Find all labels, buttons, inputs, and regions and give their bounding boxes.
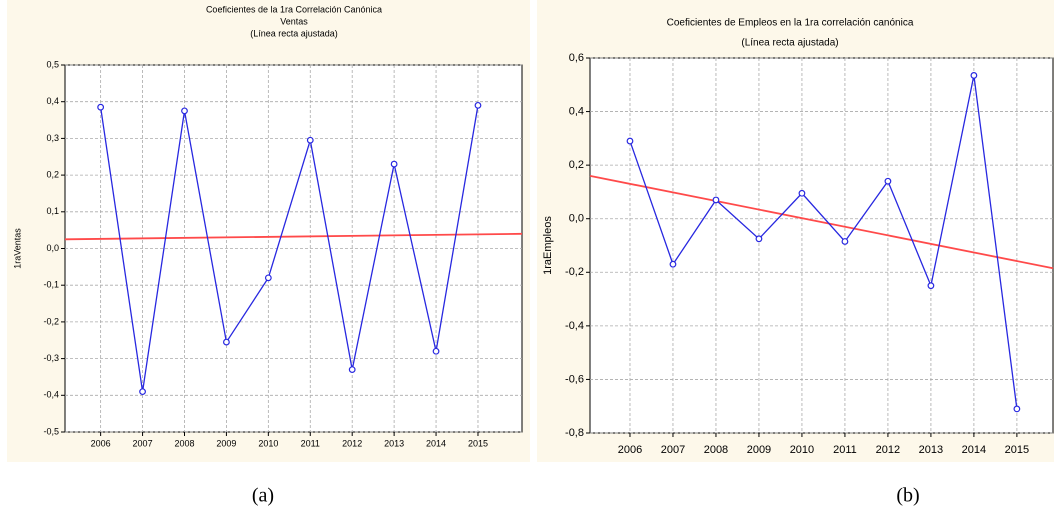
- y-tick-label: 0,1: [46, 206, 59, 216]
- data-point: [1013, 405, 1021, 413]
- data-point: [927, 282, 935, 290]
- chart-title: Coeficientes de Empleos en la 1ra correl…: [667, 18, 914, 29]
- x-tick-label: 2014: [426, 438, 446, 448]
- chart-subtitle: (Línea recta ajustada): [250, 28, 338, 38]
- x-tick-label: 2010: [258, 438, 278, 448]
- data-point: [970, 72, 978, 79]
- fit-line: [589, 174, 1054, 270]
- y-tick-label: -0,6: [565, 373, 584, 385]
- chart-title: Coeficientes de la 1ra Correlación Canón…: [206, 4, 382, 14]
- x-tick-label: 2008: [174, 438, 194, 448]
- data-point: [306, 136, 314, 144]
- x-tick-label: 2013: [919, 444, 943, 456]
- data-point: [841, 238, 849, 245]
- y-tick-label: 0,5: [46, 59, 59, 69]
- y-tick-label: -0,1: [43, 280, 59, 290]
- chart-subtitle: (Línea recta ajustada): [741, 38, 838, 49]
- data-point: [390, 160, 398, 168]
- data-point: [348, 366, 356, 374]
- x-tick-label: 2007: [661, 444, 685, 456]
- caption: (a): [252, 485, 274, 507]
- y-tick-label: 0,4: [46, 96, 59, 106]
- y-tick-label: 0,0: [46, 243, 59, 253]
- data-point: [798, 189, 806, 197]
- x-tick-label: 2012: [876, 444, 900, 456]
- x-tick-label: 2009: [747, 444, 771, 456]
- data-point: [712, 196, 720, 204]
- data-line: [629, 75, 1018, 409]
- y-tick-label: 0,6: [569, 52, 584, 64]
- y-axis-label: 1raEmpleos: [542, 216, 554, 275]
- data-point: [474, 101, 482, 109]
- data-point: [139, 388, 146, 396]
- fit-line: [64, 232, 523, 241]
- chart-subtitle: Ventas: [280, 16, 308, 26]
- y-tick-label: 0,2: [569, 159, 584, 171]
- y-axis-label: 1raVentas: [12, 228, 22, 269]
- y-tick-label: -0,4: [565, 320, 584, 332]
- y-tick-label: 0,2: [46, 169, 59, 179]
- x-tick-label: 2015: [468, 438, 488, 448]
- data-point: [669, 260, 677, 268]
- caption: (b): [896, 485, 919, 507]
- data-line: [99, 105, 479, 392]
- y-tick-label: -0,2: [565, 266, 584, 278]
- x-tick-label: 2013: [384, 438, 404, 448]
- data-point: [97, 103, 105, 111]
- y-tick-label: -0,2: [43, 316, 59, 326]
- y-tick-label: -0,3: [43, 353, 59, 363]
- y-tick-label: -0,8: [565, 427, 584, 439]
- x-tick-label: 2009: [216, 438, 236, 448]
- data-point: [223, 338, 230, 346]
- y-tick-label: 0,3: [46, 133, 59, 143]
- x-tick-label: 2012: [342, 438, 362, 448]
- y-tick-label: 0,0: [569, 213, 584, 225]
- x-tick-label: 2011: [833, 444, 857, 456]
- x-tick-label: 2010: [790, 444, 814, 456]
- x-tick-label: 2014: [962, 444, 986, 456]
- x-tick-label: 2015: [1005, 444, 1029, 456]
- y-tick-label: 0,4: [569, 105, 584, 117]
- x-tick-label: 2007: [133, 438, 153, 448]
- data-point: [432, 347, 440, 355]
- x-tick-label: 2008: [704, 444, 728, 456]
- y-tick-label: -0,4: [43, 390, 59, 400]
- data-point: [626, 137, 634, 145]
- data-point: [264, 274, 272, 282]
- data-point: [884, 177, 892, 185]
- x-tick-label: 2006: [618, 444, 642, 456]
- y-tick-label: -0,5: [43, 426, 59, 436]
- x-tick-label: 2011: [301, 438, 320, 448]
- data-point: [181, 107, 188, 115]
- plot-area: [589, 57, 1054, 434]
- data-point: [755, 235, 763, 243]
- x-tick-label: 2006: [91, 438, 111, 448]
